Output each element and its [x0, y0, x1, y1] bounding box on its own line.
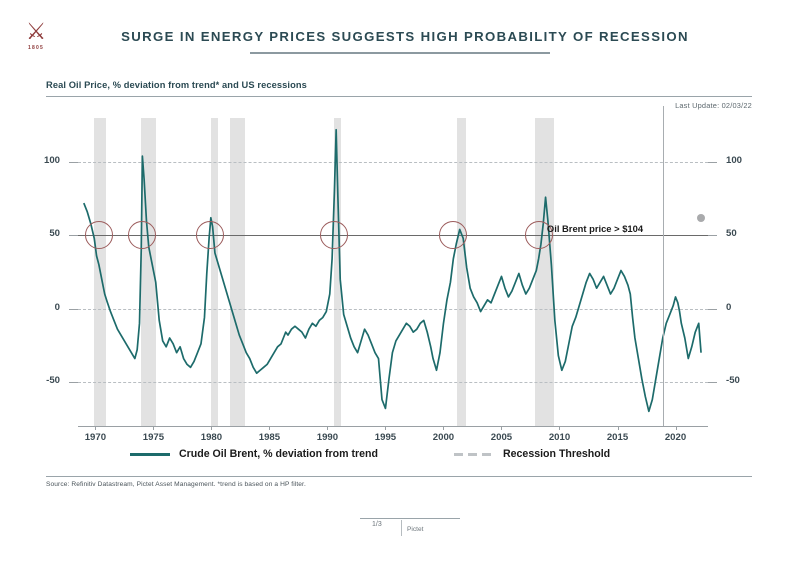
last-point-marker: [697, 213, 706, 222]
threshold-crossing-circle: [84, 221, 113, 250]
threshold-crossing-circle: [127, 221, 156, 250]
footer-brand-label: Pictet: [407, 526, 424, 533]
x-tick-mark: [443, 426, 445, 430]
y-tick-label-left: 0: [54, 301, 60, 313]
x-axis-line: [78, 426, 708, 427]
x-tick-label: 2005: [490, 432, 513, 443]
y-tick-mark-right: [708, 382, 717, 383]
x-tick-label: 1975: [142, 432, 165, 443]
gridline: [78, 382, 708, 384]
x-tick-mark: [675, 426, 677, 430]
threshold-crossing-circle: [320, 221, 349, 250]
x-tick-label: 1995: [374, 432, 397, 443]
y-tick-label-right: 0: [726, 301, 732, 313]
legend-item-threshold: Recession Threshold: [454, 448, 610, 460]
x-tick-label: 1985: [258, 432, 281, 443]
x-tick-label: 2010: [548, 432, 571, 443]
x-tick-mark: [211, 426, 213, 430]
threshold-crossing-circle: [438, 221, 467, 250]
x-tick-mark: [95, 426, 97, 430]
threshold-crossing-circle: [196, 221, 225, 250]
chart-plot-area: Oil Brent price > $104 1970 1975 1980 1985 1…: [44, 106, 742, 443]
footer-separator: [401, 520, 402, 536]
legend-label-threshold: Recession Threshold: [503, 448, 611, 460]
y-tick-label-right: -50: [726, 375, 740, 386]
x-tick-label: 2020: [664, 432, 687, 443]
x-tick-label: 1990: [316, 432, 339, 443]
y-tick-label-left: 50: [49, 228, 60, 240]
source-divider: [46, 476, 752, 477]
threshold-line: [78, 235, 708, 237]
series-line: [83, 128, 702, 413]
x-tick-mark: [269, 426, 271, 430]
x-tick-label: 2000: [432, 432, 455, 443]
x-tick-mark: [501, 426, 503, 430]
pictet-lion-icon: ⚔: [25, 18, 47, 44]
threshold-annotation: Oil Brent price > $104: [546, 223, 644, 235]
x-tick-label: 1980: [200, 432, 223, 443]
legend-label-series: Crude Oil Brent, % deviation from trend: [179, 448, 378, 460]
legend-dashed-line-icon: [454, 452, 494, 456]
subtitle-divider: [46, 96, 752, 97]
gridline: [78, 308, 708, 311]
y-tick-mark-right: [708, 162, 717, 163]
chart-legend: Crude Oil Brent, % deviation from trend …: [78, 448, 708, 468]
series-layer: [83, 128, 702, 413]
x-tick-mark: [385, 426, 387, 430]
y-tick-label-right: 50: [726, 228, 737, 240]
y-tick-mark-left: [69, 235, 78, 237]
x-tick-mark: [617, 426, 619, 430]
pictet-logo: ⚔ 1805: [14, 18, 58, 56]
legend-solid-line-icon: [130, 452, 170, 456]
last-update-label: Last Update: 02/03/22: [675, 101, 752, 110]
y-tick-mark-right: [708, 308, 717, 310]
recession-band: [334, 118, 342, 426]
vertical-marker-line: [662, 106, 664, 426]
threshold-crossing-circle: [524, 221, 553, 250]
y-tick-mark-left: [69, 162, 78, 163]
chart-subtitle: Real Oil Price, % deviation from trend* …: [46, 80, 307, 90]
gridline: [78, 162, 708, 164]
recession-band: [229, 118, 246, 426]
x-tick-label: 1970: [84, 432, 107, 443]
footer-divider: [360, 518, 460, 519]
title-underline: [250, 52, 550, 54]
x-tick-mark: [153, 426, 155, 430]
page-title: SURGE IN ENERGY PRICES SUGGESTS HIGH PRO…: [121, 29, 689, 44]
y-tick-label-right: 100: [726, 155, 743, 166]
x-tick-label: 2015: [606, 432, 629, 443]
page-footer: 1/3 Pictet: [0, 518, 800, 548]
legend-item-series: Crude Oil Brent, % deviation from trend: [130, 448, 378, 460]
y-tick-label-left: 100: [43, 155, 60, 166]
y-tick-mark-left: [69, 382, 78, 383]
y-tick-mark-right: [708, 235, 717, 237]
x-tick-mark: [559, 426, 561, 430]
recession-band: [535, 118, 554, 426]
y-tick-mark-left: [69, 308, 78, 310]
y-tick-label-left: -50: [46, 375, 60, 386]
logo-year-label: 1805: [28, 45, 44, 51]
x-tick-mark: [327, 426, 329, 430]
recession-band: [211, 118, 219, 426]
page-number: 1/3: [372, 521, 382, 528]
recession-band: [457, 118, 466, 426]
page-header: ⚔ 1805 SURGE IN ENERGY PRICES SUGGESTS H…: [0, 0, 800, 70]
source-note: Source: Refinitiv Datastream, Pictet Ass…: [46, 481, 306, 488]
